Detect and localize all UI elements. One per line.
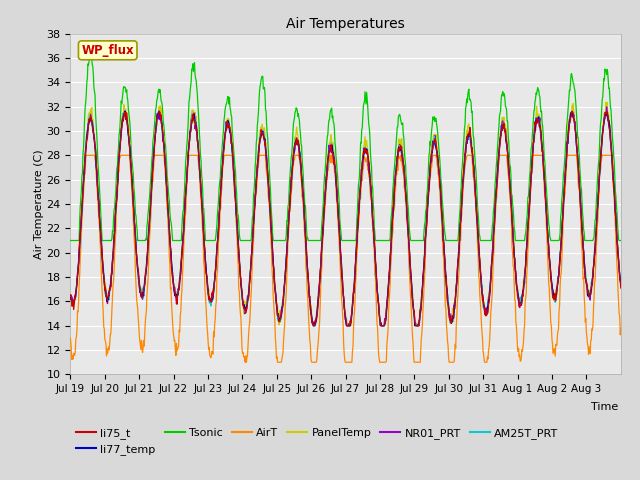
Title: Air Temperatures: Air Temperatures (286, 17, 405, 31)
Y-axis label: Air Temperature (C): Air Temperature (C) (34, 149, 44, 259)
Text: WP_flux: WP_flux (81, 44, 134, 57)
X-axis label: Time: Time (591, 402, 618, 412)
Legend: li75_t, li77_temp, Tsonic, AirT, PanelTemp, NR01_PRT, AM25T_PRT: li75_t, li77_temp, Tsonic, AirT, PanelTe… (76, 428, 559, 455)
